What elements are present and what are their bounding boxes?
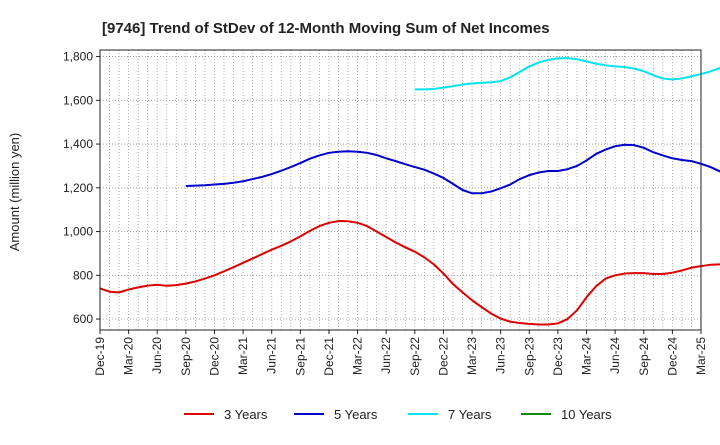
y-tick-label: 800 [73,268,93,282]
x-tick-label: Mar-21 [236,337,250,375]
x-tick-label: Sep-21 [293,337,307,376]
x-tick-label: Dec-24 [665,337,679,376]
x-tick-label: Mar-23 [465,337,479,375]
y-tick-label: 600 [73,312,93,326]
legend-label: 3 Years [224,407,268,422]
y-axis-ticks: 600 800 1,000 1,200 1,400 1,600 1,800 [63,50,100,326]
x-tick-label: Jun-22 [379,337,393,374]
y-tick-label: 1,200 [63,181,93,195]
series-line [99,220,720,326]
x-tick-label: Mar-24 [580,337,594,375]
x-tick-label: Dec-20 [207,337,221,376]
x-tick-label: Jun-21 [265,337,279,374]
x-tick-label: Mar-25 [694,337,708,375]
legend-label: 10 Years [561,407,612,422]
grid-lines [99,50,702,330]
x-tick-label: Dec-22 [436,337,450,376]
y-tick-label: 1,400 [63,137,93,151]
chart-title: [9746] Trend of StDev of 12-Month Moving… [102,20,550,37]
x-tick-label: Sep-20 [179,337,193,376]
x-axis-ticks: Dec-19 Mar-20 Jun-20 Sep-20 Dec-20 Mar-21 Jun-… [93,330,708,376]
legend: 3 Years 5 Years 7 Years 10 Years [184,407,612,422]
y-axis-label: Amount (million yen) [7,133,22,252]
x-tick-label: Dec-23 [551,337,565,376]
series-line [185,143,720,195]
x-tick-label: Sep-23 [522,337,536,376]
x-tick-label: Mar-22 [351,337,365,375]
series-line [414,57,720,91]
series-lines [99,57,720,326]
y-tick-label: 1,800 [63,50,93,64]
x-tick-label: Jun-23 [494,337,508,374]
x-tick-label: Sep-24 [637,337,651,376]
x-tick-label: Dec-19 [93,337,107,376]
y-tick-label: 1,000 [63,225,93,239]
legend-label: 7 Years [448,407,492,422]
x-tick-label: Dec-21 [322,337,336,376]
legend-label: 5 Years [334,407,378,422]
x-tick-label: Jun-20 [150,337,164,374]
x-tick-label: Jun-24 [608,337,622,374]
plot-area-frame [99,49,702,331]
x-tick-label: Mar-20 [122,337,136,375]
x-tick-label: Sep-22 [408,337,422,376]
y-tick-label: 1,600 [63,93,93,107]
